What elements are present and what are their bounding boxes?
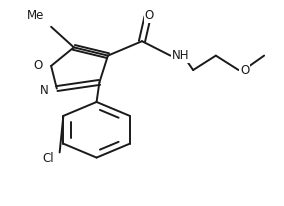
Text: NH: NH <box>172 49 189 62</box>
Text: Cl: Cl <box>43 152 54 165</box>
Text: O: O <box>145 9 154 22</box>
Text: O: O <box>240 63 249 77</box>
Text: N: N <box>39 84 48 97</box>
Text: Me: Me <box>27 9 44 22</box>
Text: O: O <box>33 59 43 73</box>
